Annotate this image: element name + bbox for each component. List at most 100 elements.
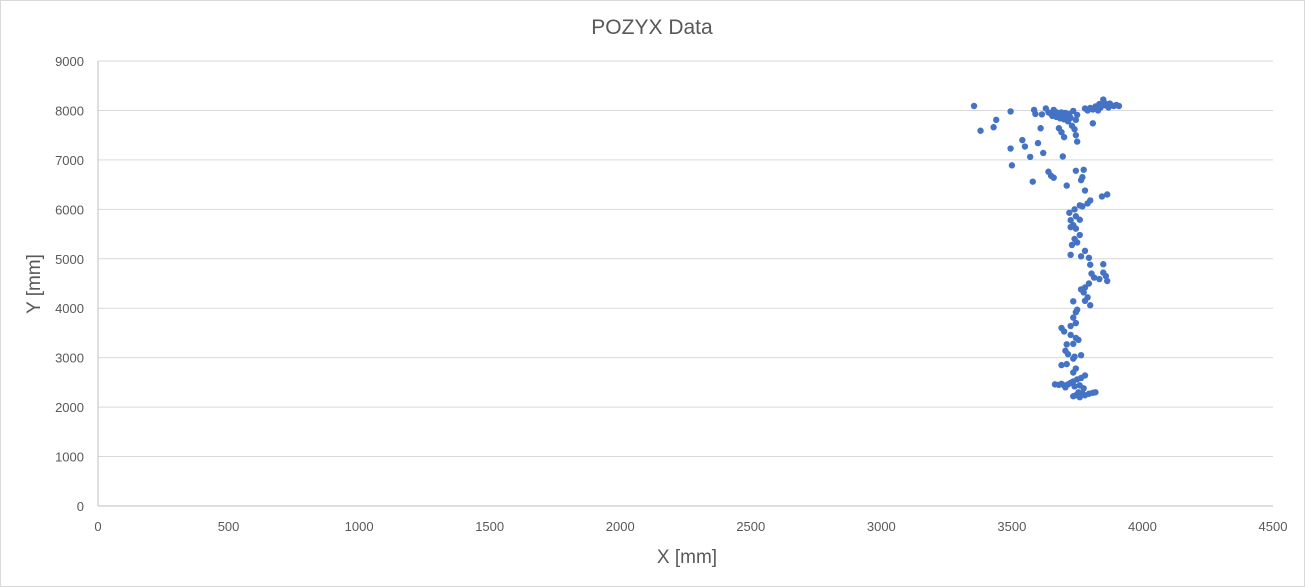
data-point (1103, 191, 1111, 198)
data-point (1007, 145, 1014, 152)
data-point (1007, 108, 1014, 115)
data-point (1068, 241, 1076, 249)
data-point (1051, 381, 1059, 388)
y-tick-label: 3000 (55, 351, 84, 366)
gridlines (97, 60, 1273, 507)
data-point (1076, 202, 1083, 209)
x-tick-label: 3500 (997, 519, 1026, 534)
data-point (993, 116, 1000, 124)
data-point (1073, 138, 1081, 145)
data-point (977, 127, 984, 134)
data-point (1058, 129, 1065, 136)
y-axis-label: Y [mm] (24, 254, 45, 314)
data-point (1080, 289, 1087, 296)
data-point (1070, 393, 1077, 400)
x-tick-label: 500 (218, 519, 240, 534)
x-tick-label: 3000 (867, 519, 896, 534)
data-point (1071, 206, 1078, 213)
data-point (1070, 369, 1077, 376)
data-point (1100, 261, 1107, 268)
data-point (970, 102, 978, 110)
data-point (1019, 136, 1026, 144)
data-point (1076, 216, 1083, 223)
y-tick-label: 8000 (55, 103, 84, 118)
x-tick-label: 1500 (475, 519, 504, 534)
y-tick-label: 6000 (55, 202, 84, 217)
y-tick-label: 7000 (55, 153, 84, 168)
data-point (1077, 253, 1085, 260)
data-point (1070, 314, 1077, 321)
data-point (1085, 254, 1093, 261)
x-tick-label: 0 (94, 519, 101, 534)
data-point (1075, 336, 1082, 344)
data-point (990, 124, 997, 131)
data-point (1037, 125, 1044, 132)
data-point (1067, 322, 1074, 330)
y-axis-ticks: 0 1000 2000 3000 4000 5000 6000 7000 8000 9000 (55, 54, 84, 514)
data-point (1021, 143, 1029, 150)
data-point (1063, 341, 1070, 348)
y-tick-label: 4000 (55, 301, 84, 316)
data-point (1029, 178, 1036, 185)
data-point (1076, 231, 1083, 239)
data-point (1072, 131, 1080, 139)
data-point (1059, 153, 1067, 160)
data-point (1067, 114, 1074, 122)
data-point (1070, 340, 1077, 348)
data-point (1067, 331, 1074, 339)
data-point (1063, 182, 1070, 189)
x-axis-ticks: 0 500 1000 1500 2000 2500 3000 3500 4000 4500 (94, 519, 1287, 534)
data-point (1077, 351, 1085, 359)
data-point (1072, 319, 1080, 327)
data-point (1081, 105, 1089, 112)
data-point (1040, 149, 1047, 157)
data-point (1087, 302, 1094, 309)
data-point (1060, 133, 1068, 141)
y-tick-label: 0 (77, 499, 84, 514)
data-point (1070, 355, 1077, 362)
data-point (1060, 328, 1068, 335)
data-point (1026, 153, 1034, 161)
x-tick-label: 4000 (1128, 519, 1157, 534)
data-point (1077, 176, 1085, 184)
data-point (1064, 351, 1072, 358)
x-tick-label: 1000 (345, 519, 374, 534)
data-point (1058, 361, 1065, 369)
data-point (1066, 209, 1073, 216)
data-point (1085, 280, 1093, 287)
x-tick-label: 2000 (606, 519, 635, 534)
x-tick-label: 4500 (1259, 519, 1288, 534)
data-point (1072, 167, 1080, 174)
data-point (1072, 308, 1080, 316)
chart-title: POZYX Data (591, 16, 713, 39)
data-points (970, 96, 1123, 401)
data-point (1090, 274, 1098, 281)
data-point (1092, 389, 1099, 396)
y-tick-label: 2000 (55, 400, 84, 415)
data-point (1115, 102, 1123, 110)
y-tick-label: 1000 (55, 450, 84, 465)
data-point (1067, 217, 1074, 224)
data-point (1070, 298, 1077, 305)
data-point (1089, 120, 1097, 127)
data-point (1098, 193, 1106, 200)
data-point (1070, 107, 1077, 115)
data-point (1073, 239, 1081, 246)
data-point (1079, 390, 1086, 397)
data-point (1050, 174, 1057, 181)
y-tick-label: 9000 (55, 54, 84, 69)
data-point (1072, 225, 1080, 232)
data-point (1081, 247, 1089, 255)
y-tick-label: 5000 (55, 252, 84, 267)
data-point (1071, 126, 1078, 133)
data-point (1081, 297, 1089, 305)
data-point (1008, 162, 1016, 169)
x-axis-label: X [mm] (657, 547, 717, 568)
data-point (1072, 116, 1080, 124)
data-point (1087, 261, 1094, 268)
data-point (1096, 275, 1103, 283)
data-point (1080, 166, 1087, 173)
x-tick-label: 2500 (736, 519, 765, 534)
